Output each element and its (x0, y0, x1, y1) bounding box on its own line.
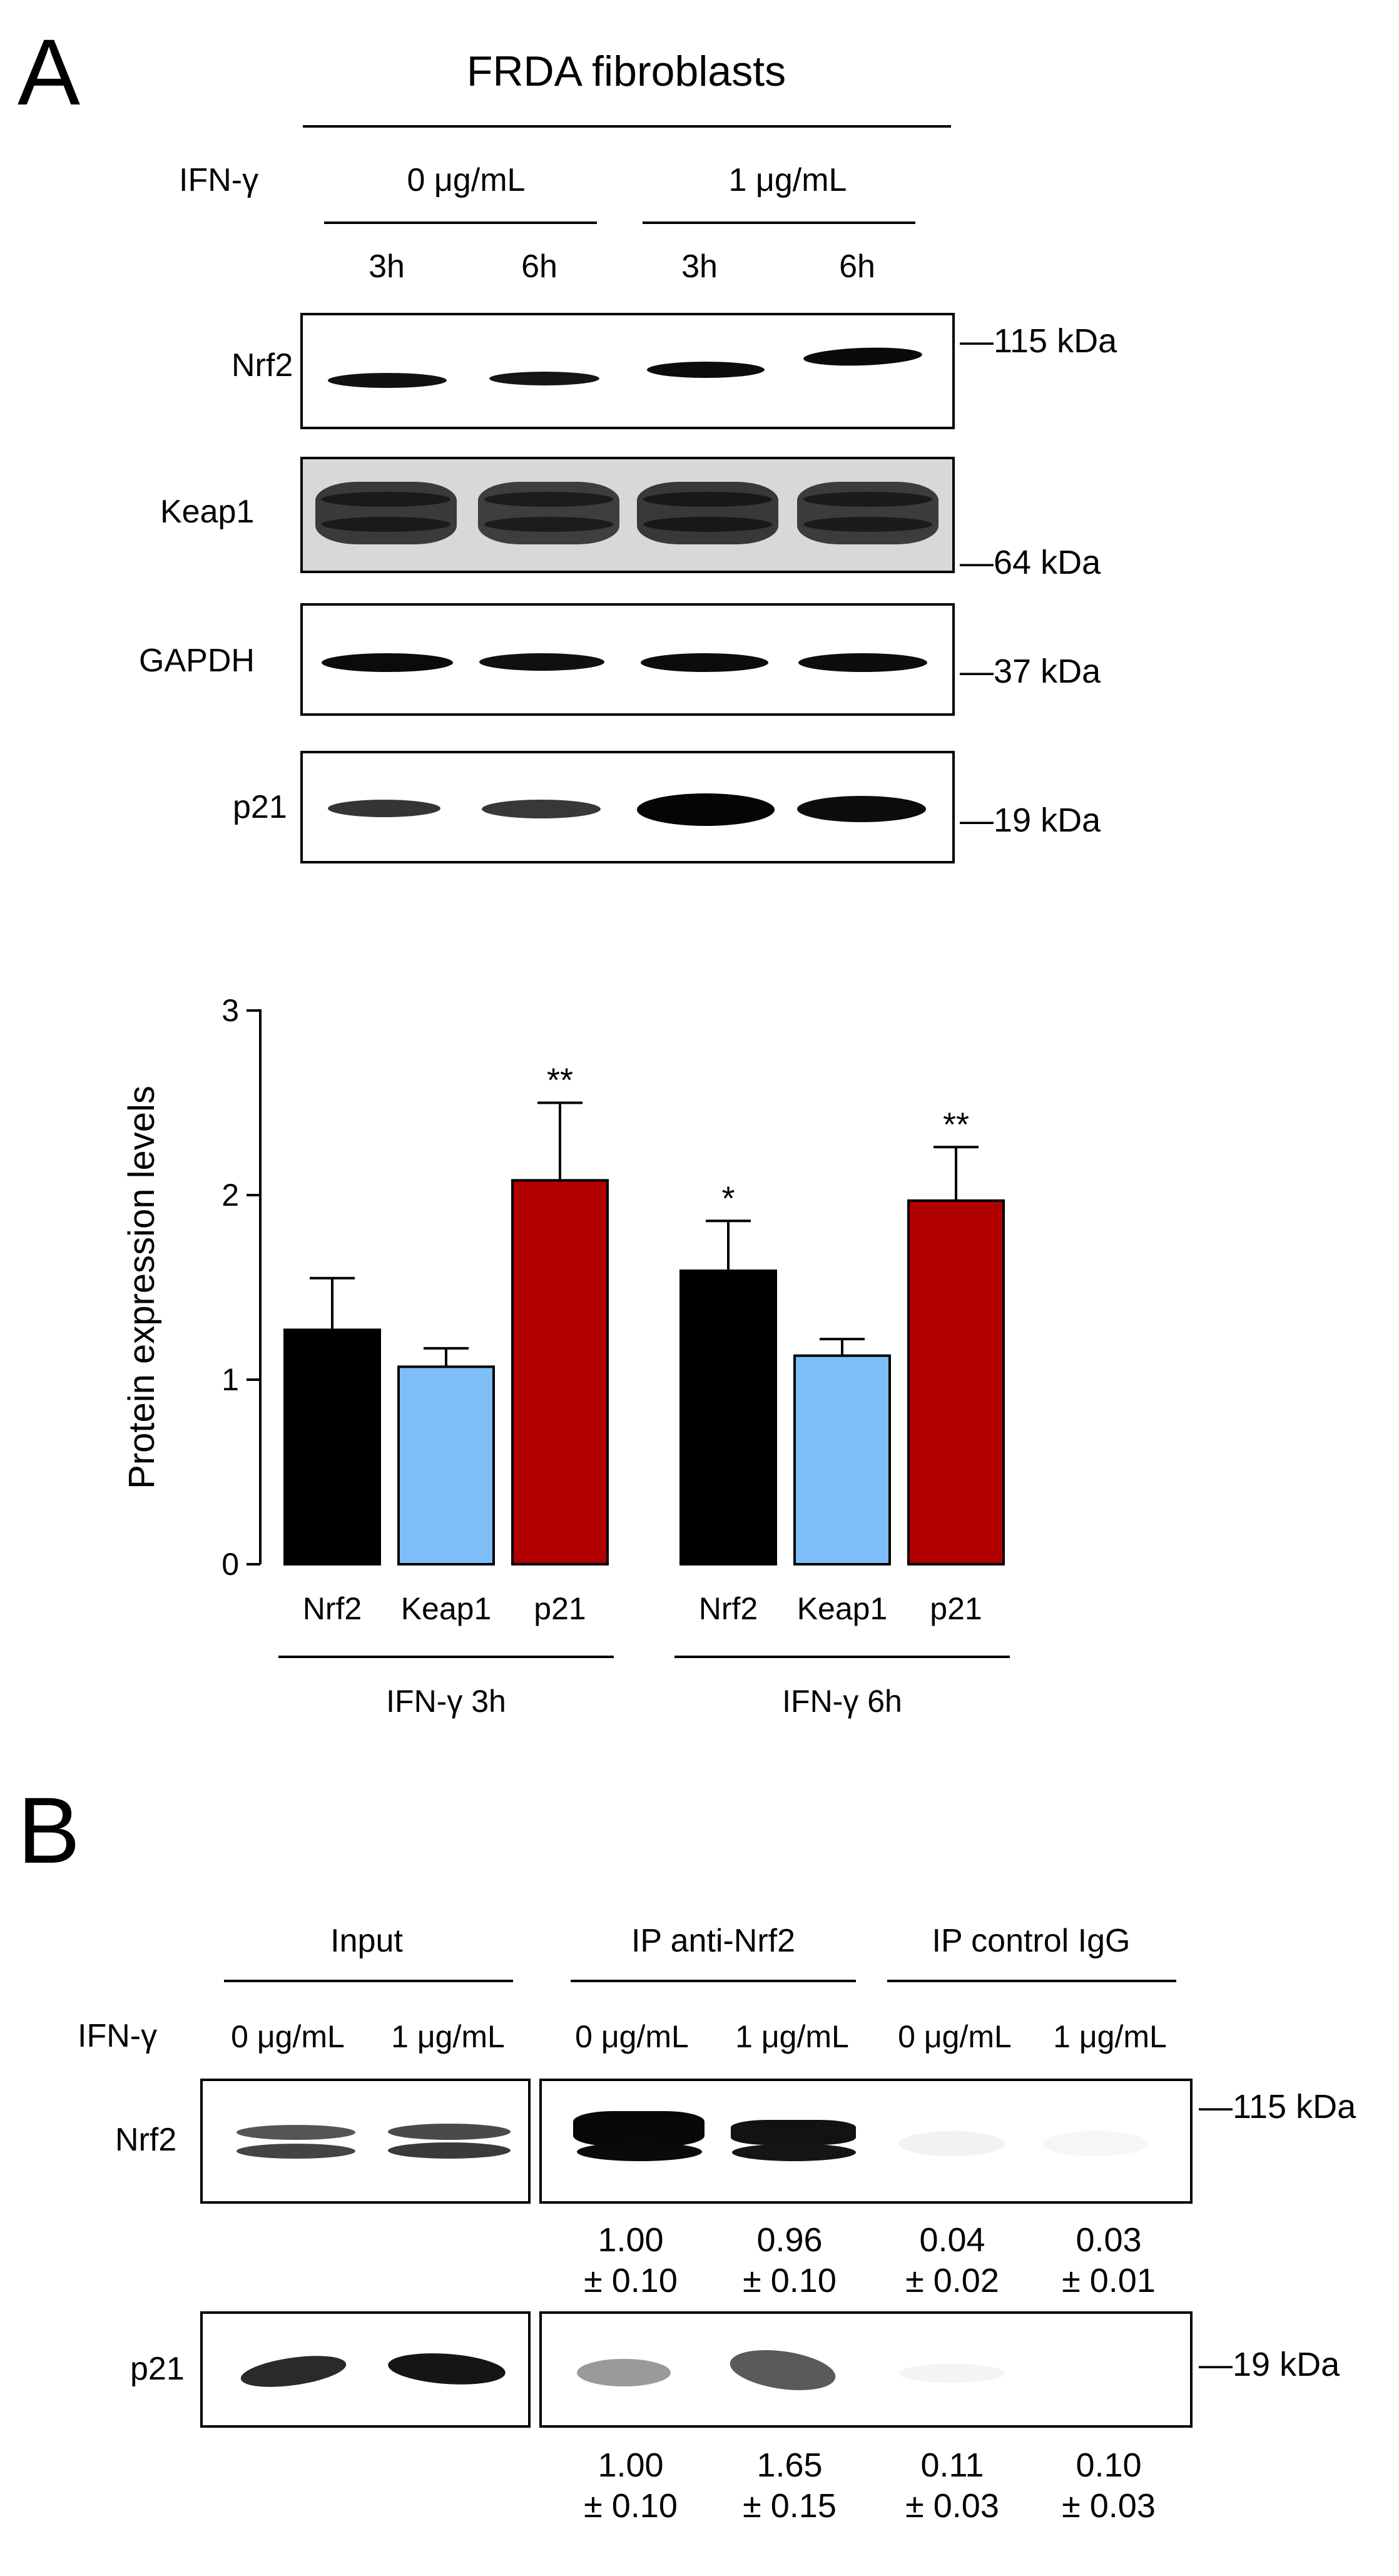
panel-a-title: FRDA fibroblasts (466, 48, 786, 95)
ifn-label-a: IFN-γ (179, 162, 259, 198)
quant-mean: 0.11 (920, 2446, 984, 2484)
dose-1-underline (643, 221, 915, 224)
quant-p21: 1.00 ± 0.10 (584, 2445, 678, 2527)
bar-keap1 (793, 1354, 891, 1566)
x-tick-label: Nrf2 (303, 1591, 362, 1626)
marker-37: —37 kDa (960, 653, 1101, 690)
bar-p21 (907, 1199, 1005, 1566)
quant-sd: ± 0.02 (905, 2261, 999, 2299)
marker-b-115: —115 kDa (1199, 2088, 1356, 2125)
blot-b-nrf2-ip (539, 2079, 1193, 2204)
dose-label-b: 0 μg/mL (231, 2019, 345, 2054)
quant-mean: 1.00 (598, 2446, 664, 2484)
blot-b-label-p21: p21 (130, 2351, 185, 2387)
y-tick-label: 1 (221, 1362, 239, 1397)
significance-label: ** (943, 1106, 969, 1143)
y-tick-label: 3 (221, 993, 239, 1028)
bar-p21 (511, 1179, 609, 1565)
quant-p21: 1.65 ± 0.15 (743, 2445, 837, 2527)
quant-mean: 0.03 (1076, 2221, 1142, 2259)
quant-nrf2: 0.96 ± 0.10 (743, 2220, 837, 2301)
quant-sd: ± 0.10 (584, 2261, 678, 2299)
blot-nrf2 (300, 313, 955, 429)
quant-mean: 1.65 (756, 2446, 823, 2484)
header-ip-igg: IP control IgG (932, 1923, 1131, 1959)
y-tick-label: 0 (221, 1547, 239, 1582)
ifn-label-b: IFN-γ (78, 2018, 158, 2054)
blot-b-p21-input (200, 2311, 531, 2428)
header-input: Input (330, 1923, 403, 1959)
dose-label-b: 1 μg/mL (735, 2019, 849, 2054)
x-tick-label: Keap1 (797, 1591, 888, 1626)
quant-nrf2: 1.00 ± 0.10 (584, 2220, 678, 2301)
panel-b-letter: B (18, 1778, 81, 1883)
blot-b-p21-ip (539, 2311, 1193, 2428)
quant-nrf2: 0.03 ± 0.01 (1062, 2220, 1156, 2301)
y-tick-label: 2 (221, 1178, 239, 1213)
dose-1-label-a: 1 μg/mL (728, 162, 847, 198)
bar-nrf2 (679, 1269, 777, 1565)
group-label: IFN-γ 6h (782, 1684, 902, 1719)
quant-sd: ± 0.10 (743, 2261, 837, 2299)
quant-sd: ± 0.15 (743, 2487, 837, 2525)
y-axis-label: Protein expression levels (121, 1086, 162, 1489)
marker-19: —19 kDa (960, 802, 1101, 839)
quant-sd: ± 0.03 (905, 2487, 999, 2525)
blot-b-label-nrf2: Nrf2 (115, 2122, 177, 2158)
significance-label: ** (547, 1062, 573, 1099)
quant-sd: ± 0.10 (584, 2487, 678, 2525)
marker-115: —115 kDa (960, 322, 1117, 360)
blot-label-nrf2: Nrf2 (231, 347, 293, 384)
dose-label-b: 1 μg/mL (1053, 2019, 1167, 2054)
quant-nrf2: 0.04 ± 0.02 (905, 2220, 999, 2301)
time-label: 6h (521, 248, 557, 285)
dose-label-b: 0 μg/mL (898, 2019, 1012, 2054)
quant-mean: 0.04 (919, 2221, 985, 2259)
blot-label-p21: p21 (233, 789, 287, 825)
quant-p21: 0.11 ± 0.03 (905, 2445, 999, 2527)
blot-label-gapdh: GAPDH (139, 643, 255, 679)
bar-keap1 (397, 1365, 495, 1565)
blot-label-keap1: Keap1 (160, 494, 255, 530)
time-label: 3h (681, 248, 718, 285)
x-tick-label: p21 (930, 1591, 982, 1626)
marker-b-19: —19 kDa (1199, 2346, 1340, 2383)
dose-label-b: 1 μg/mL (391, 2019, 505, 2054)
dose-0-underline (324, 221, 597, 224)
marker-64: —64 kDa (960, 544, 1101, 581)
quant-mean: 0.10 (1076, 2446, 1142, 2484)
quant-mean: 0.96 (756, 2221, 823, 2259)
x-tick-label: Nrf2 (699, 1591, 758, 1626)
significance-label: * (721, 1179, 735, 1217)
blot-b-nrf2-input (200, 2079, 531, 2204)
panel-a-letter: A (18, 19, 81, 125)
quant-mean: 1.00 (598, 2221, 664, 2259)
quant-sd: ± 0.01 (1062, 2261, 1156, 2299)
x-tick-label: p21 (534, 1591, 586, 1626)
quant-p21: 0.10 ± 0.03 (1062, 2445, 1156, 2527)
blot-p21 (300, 751, 955, 863)
title-underline (303, 125, 951, 128)
bar-nrf2 (283, 1328, 381, 1565)
group-label: IFN-γ 3h (386, 1684, 506, 1719)
time-label: 6h (839, 248, 875, 285)
x-tick-label: Keap1 (401, 1591, 492, 1626)
time-label: 3h (369, 248, 405, 285)
quant-sd: ± 0.03 (1062, 2487, 1156, 2525)
dose-0-label-a: 0 μg/mL (407, 162, 526, 198)
ip-nrf2-underline (571, 1980, 856, 1982)
header-ip-nrf2: IP anti-Nrf2 (631, 1923, 796, 1959)
input-underline (224, 1980, 513, 1982)
blot-gapdh (300, 603, 955, 716)
blot-keap1 (300, 457, 955, 573)
dose-label-b: 0 μg/mL (575, 2019, 689, 2054)
ip-igg-underline (887, 1980, 1176, 1982)
